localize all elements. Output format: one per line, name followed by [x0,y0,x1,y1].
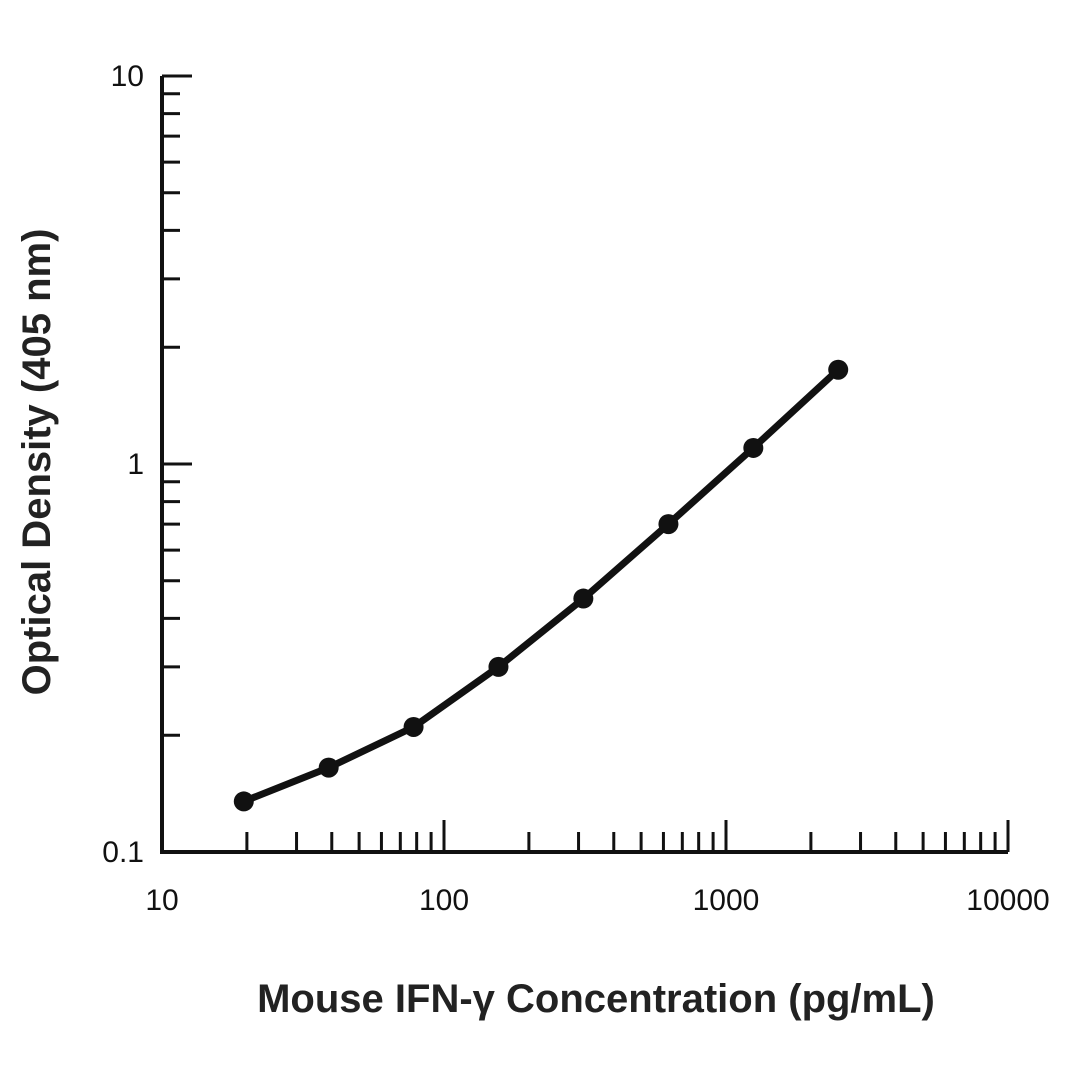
data-point [658,514,679,535]
axes [160,74,1010,854]
data-point [743,437,764,458]
y-tick-label: 0.1 [102,836,144,869]
x-tick-label: 1000 [693,884,760,917]
plot-area [233,359,849,812]
y-axis-title: Optical Density (405 nm) [15,229,59,696]
x-tick-label: 10000 [966,884,1049,917]
data-point [233,791,254,812]
data-point [318,757,339,778]
data-point [403,716,424,737]
x-axis-title: Mouse IFN-γ Concentration (pg/mL) [257,977,935,1021]
series-line [240,366,842,805]
x-tick-label: 100 [419,884,469,917]
data-point [573,588,594,609]
x-tick-label: 10 [145,884,178,917]
data-point [828,359,849,380]
tick-labels: 10 100 1000 10000 0.1 1 10 [102,60,1049,917]
y-tick-label: 1 [127,448,144,481]
y-tick-label: 10 [111,60,144,93]
data-point [488,656,509,677]
